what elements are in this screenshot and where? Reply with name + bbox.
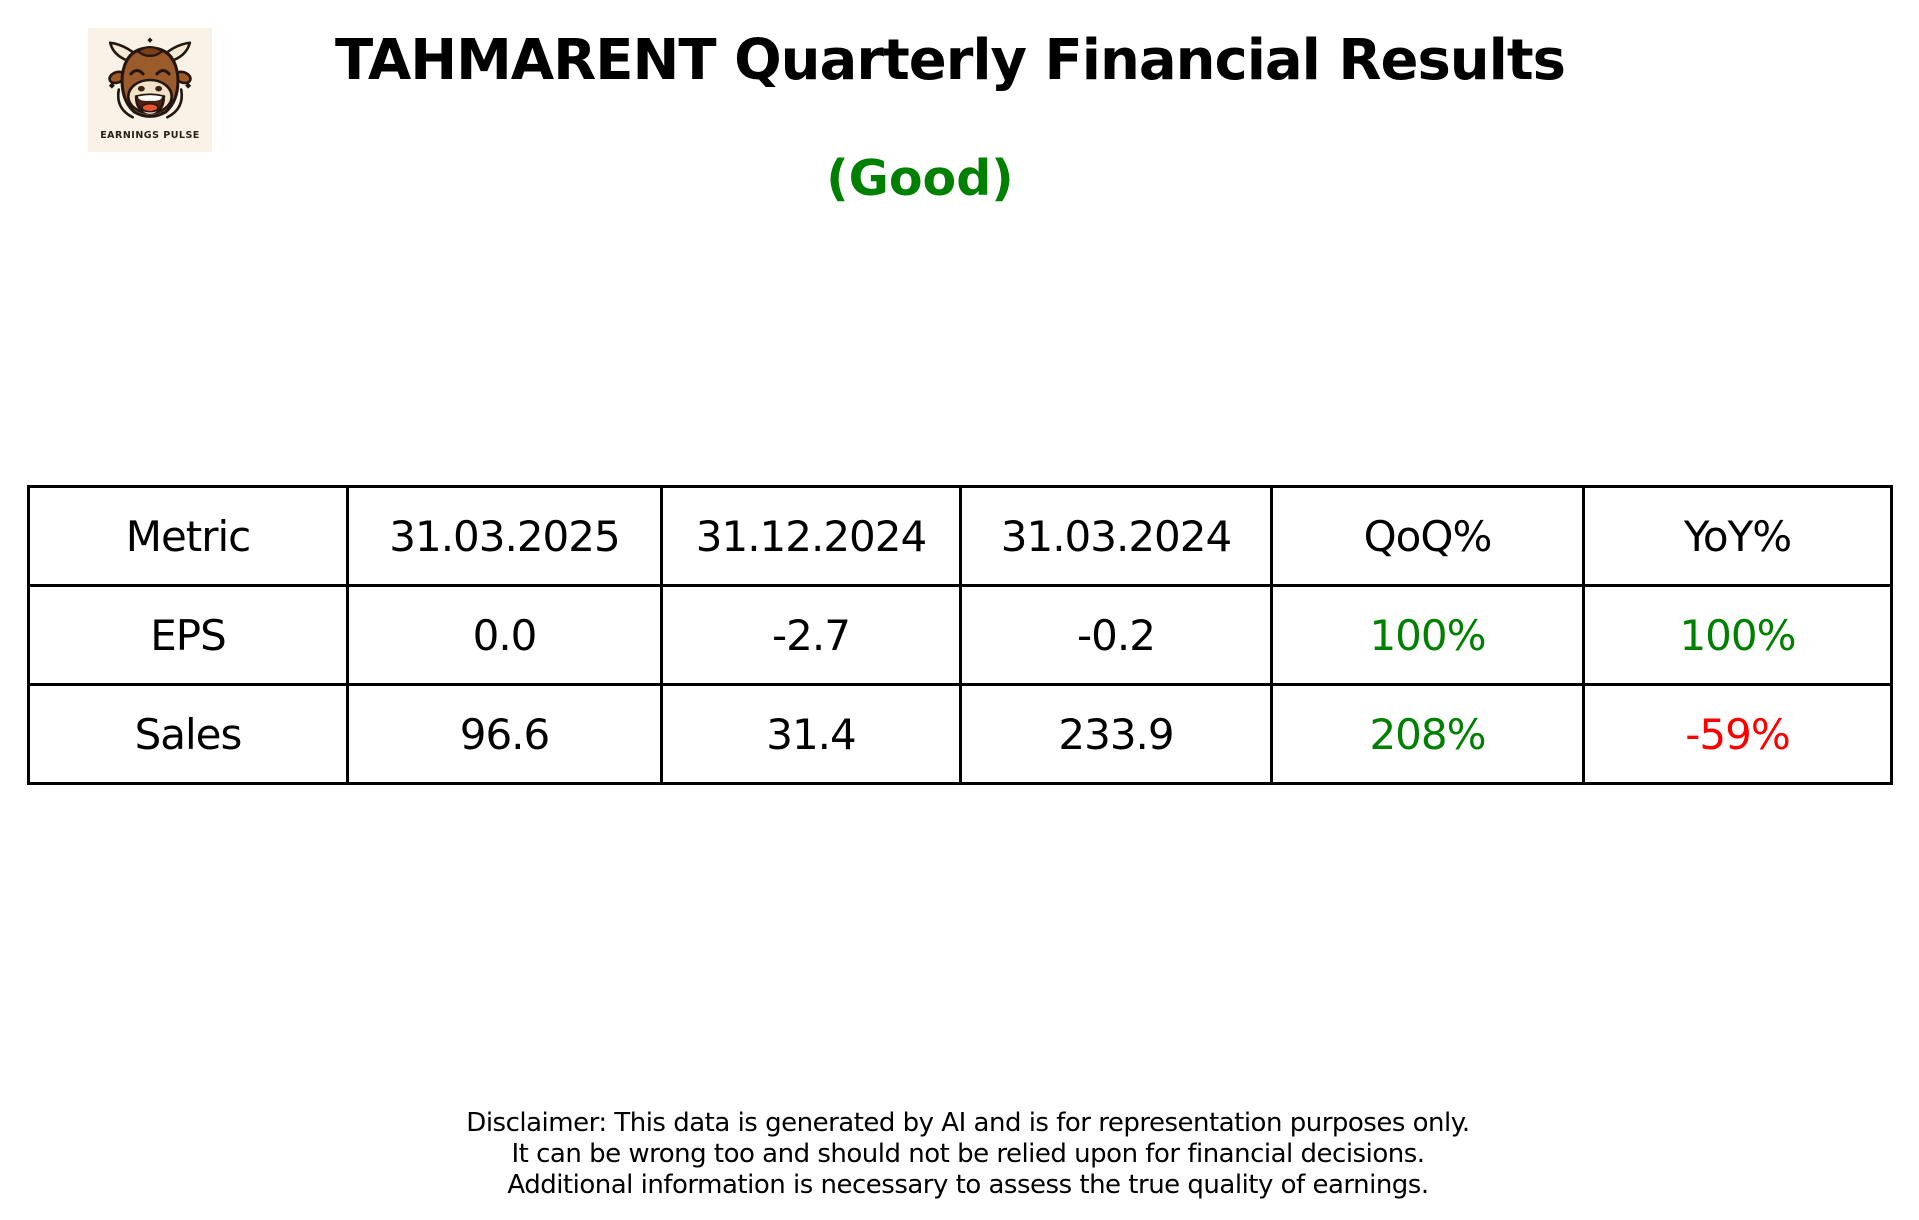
col-header-metric: Metric — [27, 485, 349, 587]
disclaimer-line: Disclaimer: This data is generated by AI… — [466, 1108, 1470, 1138]
metric-name: EPS — [27, 584, 349, 686]
col-header-2024-12: 31.12.2024 — [660, 485, 962, 587]
col-header-qoq: QoQ% — [1270, 485, 1585, 587]
metric-name: Sales — [27, 683, 349, 785]
eps-yoy: 100% — [1582, 584, 1893, 686]
disclaimer-line: It can be wrong too and should not be re… — [511, 1139, 1425, 1169]
eps-2024-12: -2.7 — [660, 584, 962, 686]
eps-qoq: 100% — [1270, 584, 1585, 686]
col-header-yoy: YoY% — [1582, 485, 1893, 587]
eps-2025-03: 0.0 — [346, 584, 663, 686]
col-header-2024-03: 31.03.2024 — [959, 485, 1273, 587]
financial-results-table: Metric 31.03.2025 31.12.2024 31.03.2024 … — [27, 485, 1893, 785]
sales-yoy: -59% — [1582, 683, 1893, 785]
sales-2025-03: 96.6 — [346, 683, 663, 785]
laughing-bull-icon — [108, 37, 192, 119]
disclaimer: Disclaimer: This data is generated by AI… — [0, 1108, 1919, 1201]
table-header-row: Metric 31.03.2025 31.12.2024 31.03.2024 … — [27, 485, 1893, 587]
col-header-2025-03: 31.03.2025 — [346, 485, 663, 587]
sales-2024-12: 31.4 — [660, 683, 962, 785]
sales-2024-03: 233.9 — [959, 683, 1273, 785]
earnings-pulse-logo: EARNINGS PULSE — [88, 28, 212, 152]
page-title: TAHMARENT Quarterly Financial Results — [335, 28, 1566, 93]
verdict-label: (Good) — [826, 150, 1014, 207]
sales-qoq: 208% — [1270, 683, 1585, 785]
eps-2024-03: -0.2 — [959, 584, 1273, 686]
table-row-sales: Sales 96.6 31.4 233.9 208% -59% — [27, 683, 1893, 785]
table-row-eps: EPS 0.0 -2.7 -0.2 100% 100% — [27, 584, 1893, 686]
disclaimer-line: Additional information is necessary to a… — [507, 1170, 1429, 1200]
logo-label: EARNINGS PULSE — [100, 130, 200, 141]
